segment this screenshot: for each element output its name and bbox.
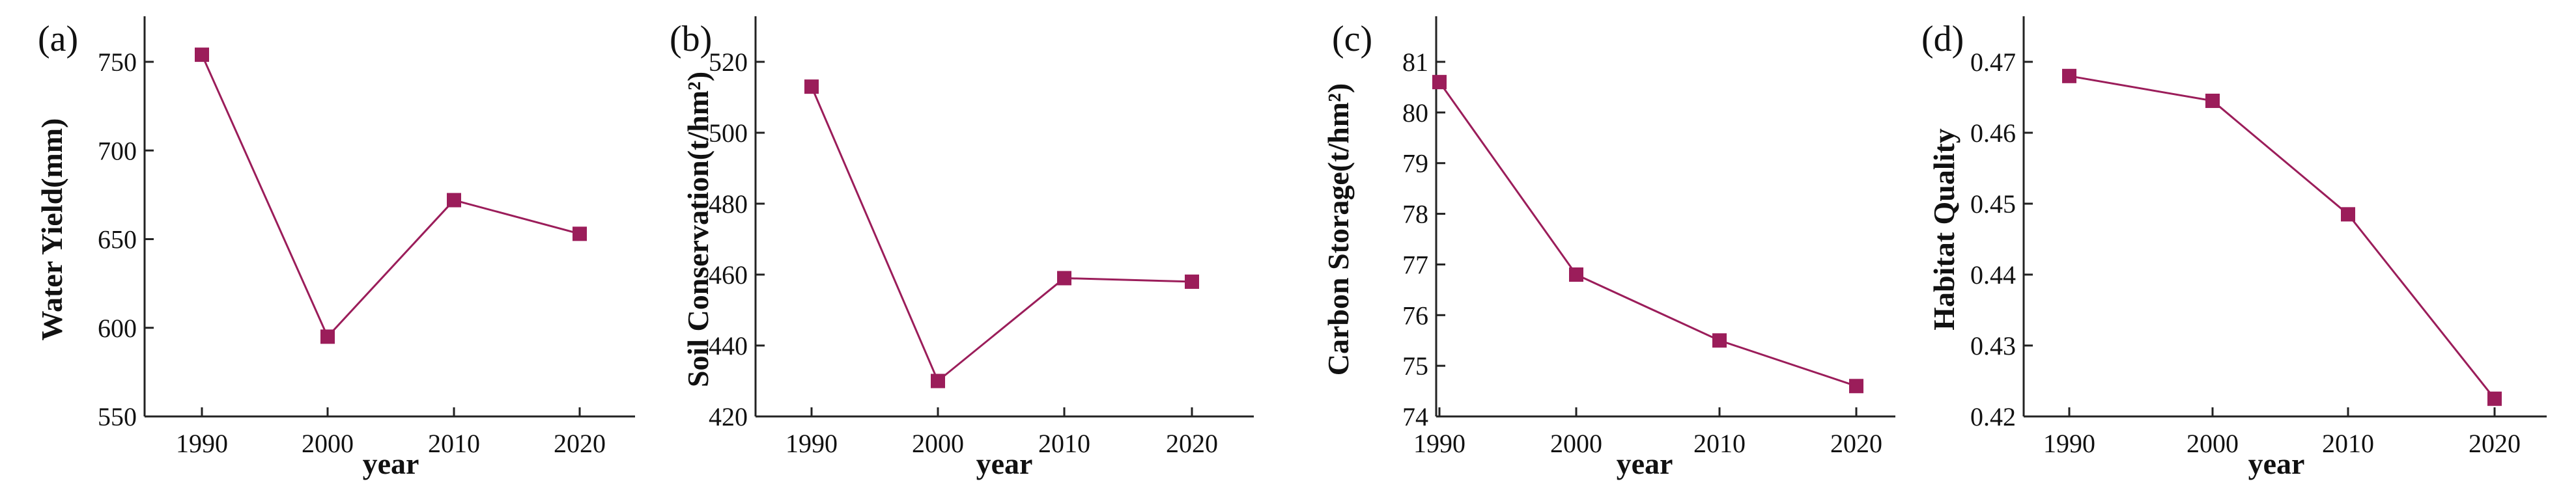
data-point: [2487, 391, 2502, 406]
series-line: [2069, 75, 2496, 400]
y-tick-label: 700: [98, 136, 137, 165]
x-axis-title: year: [976, 447, 1033, 480]
y-axis-title: Soil Conservation(t/hm²): [681, 72, 715, 387]
y-tick-label: 77: [1402, 250, 1428, 279]
y-tick-label: 460: [709, 260, 748, 290]
x-tick-label: 1990: [786, 429, 838, 458]
x-tick-label: 2000: [302, 429, 354, 458]
y-tick-label: 81: [1402, 48, 1428, 77]
y-tick-label: 74: [1402, 402, 1428, 431]
data-point: [804, 79, 819, 94]
y-tick-label: 76: [1402, 301, 1428, 330]
panel-label: (c): [1332, 19, 1372, 59]
x-tick-label: 2000: [2187, 429, 2239, 458]
y-tick-label: 500: [709, 118, 748, 148]
y-tick-label: 600: [98, 314, 137, 343]
y-tick-label: 78: [1402, 200, 1428, 229]
x-axis-title: year: [2248, 447, 2305, 480]
y-tick-label: 80: [1402, 98, 1428, 128]
y-tick-label: 750: [98, 48, 137, 77]
data-point: [931, 374, 945, 388]
y-tick-label: 550: [98, 402, 137, 431]
y-tick-label: 0.42: [1970, 402, 2016, 431]
y-tick-label: 650: [98, 225, 137, 254]
y-tick-label: 0.47: [1970, 48, 2016, 77]
data-point: [2205, 93, 2220, 108]
chart-panel-2: 420 440 460 480 500 520 1990 2000 2010 2020 year So…: [670, 16, 1254, 480]
x-tick-label: 2020: [1830, 429, 1882, 458]
data-point: [573, 226, 587, 241]
y-tick-label: 0.44: [1970, 260, 2016, 290]
x-tick-label: 1990: [176, 429, 228, 458]
x-tick-label: 2010: [428, 429, 480, 458]
x-tick-label: 2000: [912, 429, 964, 458]
x-tick-label: 2020: [2469, 429, 2521, 458]
series-line: [201, 54, 580, 339]
x-tick-label: 2020: [1166, 429, 1218, 458]
series-line: [1438, 81, 1857, 387]
chart-panel-3: 74 75 76 77 78 79 80 81 1990 2000 2010 2020 year Carb…: [1322, 16, 1895, 480]
y-axis-title: Water Yield(mm): [35, 118, 68, 341]
data-point: [1569, 267, 1583, 282]
y-tick-label: 0.45: [1970, 189, 2016, 219]
y-tick-label: 75: [1402, 351, 1428, 381]
data-point: [320, 329, 335, 344]
data-point: [1432, 75, 1447, 90]
y-axis-title: Carbon Storage(t/hm²): [1322, 83, 1355, 375]
x-tick-label: 2010: [2322, 429, 2374, 458]
data-point: [1057, 271, 1071, 286]
data-point: [1849, 379, 1863, 394]
x-tick-label: 1990: [2043, 429, 2095, 458]
chart-panel-1: 550 600 650 700 750 1990 2000 2010 2020 year Water…: [35, 16, 635, 480]
x-tick-label: 2020: [554, 429, 606, 458]
data-point: [1185, 274, 1199, 289]
data-point: [1712, 333, 1727, 348]
y-tick-label: 79: [1402, 149, 1428, 178]
y-tick-label: 520: [709, 48, 748, 77]
x-tick-label: 2010: [1038, 429, 1090, 458]
panel-label: (a): [38, 19, 78, 59]
y-tick-label: 480: [709, 189, 748, 219]
y-axis-title: Habitat Quality: [1927, 128, 1960, 331]
chart-panel-4: 0.42 0.43 0.44 0.45 0.46 0.47 1990 2000 2010 2020…: [1921, 16, 2547, 480]
data-point: [195, 48, 209, 62]
y-tick-label: 0.43: [1970, 331, 2016, 360]
panel-label: (b): [670, 19, 712, 59]
y-tick-label: 420: [709, 402, 748, 431]
y-tick-label: 0.46: [1970, 118, 2016, 148]
data-point: [2062, 68, 2076, 83]
x-tick-label: 2010: [1693, 429, 1746, 458]
y-tick-label: 440: [709, 331, 748, 360]
series-line: [810, 86, 1193, 383]
panel-label: (d): [1921, 19, 1964, 59]
x-tick-label: 2000: [1550, 429, 1602, 458]
data-point: [2341, 207, 2355, 222]
data-point: [447, 193, 461, 208]
x-axis-title: year: [1617, 447, 1673, 480]
x-axis-title: year: [363, 447, 419, 480]
x-tick-label: 1990: [1413, 429, 1465, 458]
